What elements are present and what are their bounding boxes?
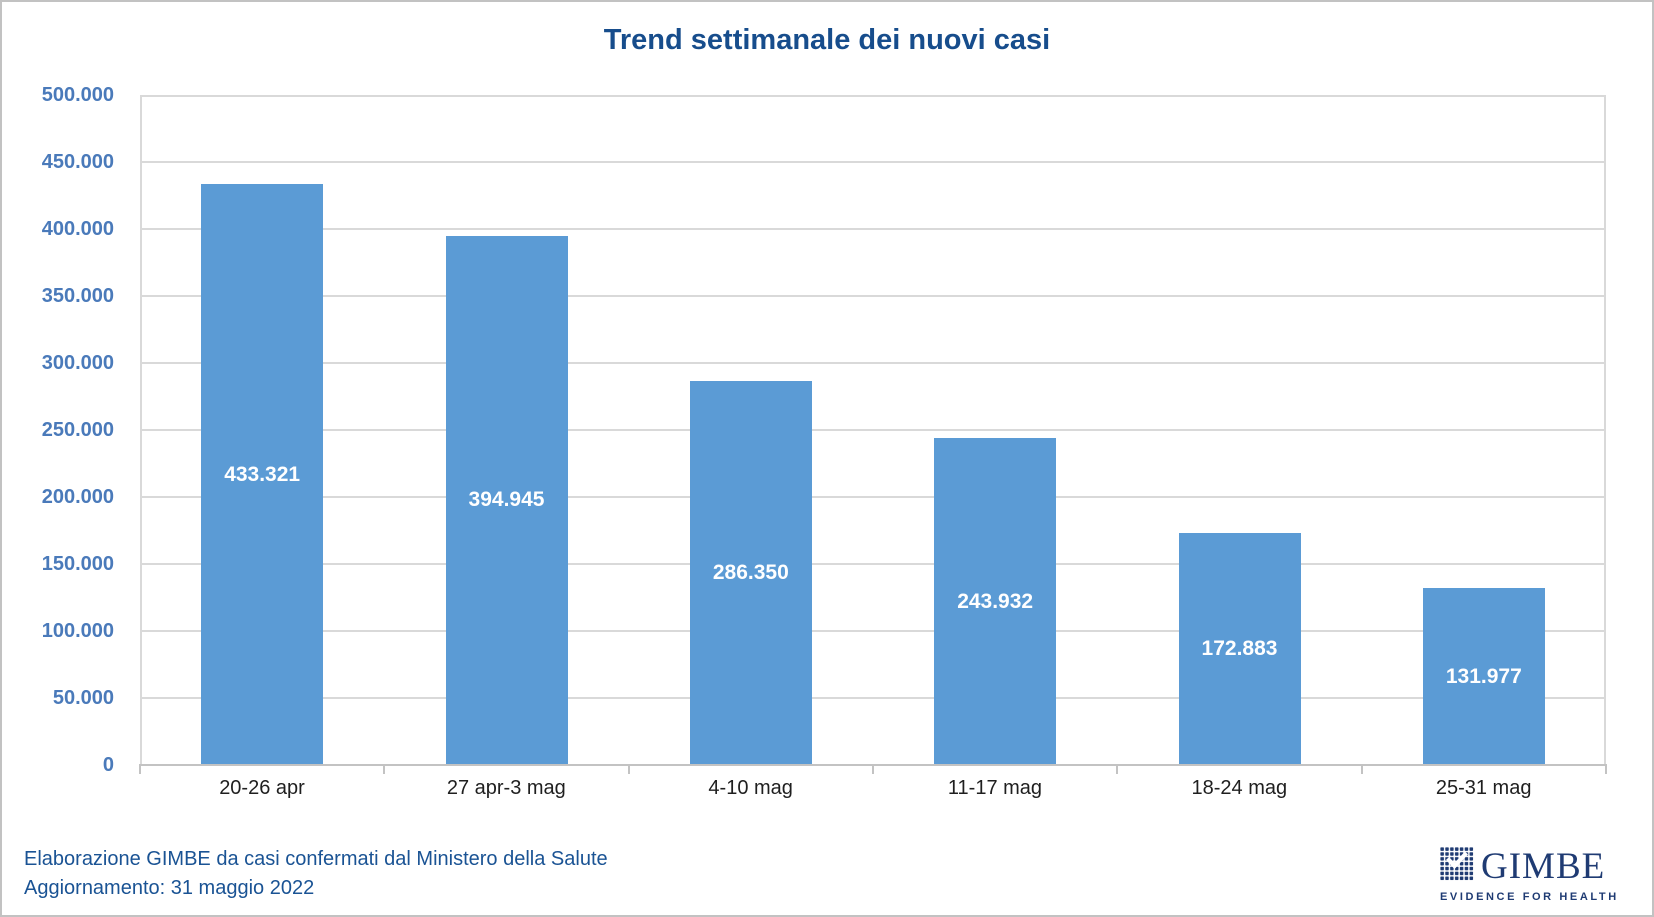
y-axis-tick-label: 450.000 xyxy=(41,151,114,173)
y-axis-tick-label: 0 xyxy=(102,754,114,776)
gimbe-tagline: EVIDENCE FOR HEALTH xyxy=(1440,891,1619,903)
y-axis-tick-label: 250.000 xyxy=(41,419,114,441)
gimbe-logo: GIMBE EVIDENCE FOR HEALTH xyxy=(1440,847,1616,903)
footer-source-line: Elaborazione GIMBE da casi confermati da… xyxy=(24,848,608,870)
y-axis-tick-label: 200.000 xyxy=(41,486,114,508)
bar-value-label: 394.945 xyxy=(468,488,545,512)
x-axis-line xyxy=(139,764,1607,766)
x-axis-category-label: 11-17 mag xyxy=(947,777,1043,799)
y-axis-tick-label: 500.000 xyxy=(41,84,114,106)
x-axis-tick xyxy=(1116,766,1119,774)
x-axis-category-label: 4-10 mag xyxy=(708,777,793,799)
gridline xyxy=(140,697,1606,699)
x-axis-category-label: 25-31 mag xyxy=(1435,777,1532,799)
bar-27-apr-3-mag: 394.945 xyxy=(445,235,568,765)
x-axis-category-label: 18-24 mag xyxy=(1191,777,1288,799)
footer-update-line: Aggiornamento: 31 maggio 2022 xyxy=(24,877,315,899)
bar-value-label: 286.350 xyxy=(712,561,789,585)
y-axis-tick-label: 150.000 xyxy=(41,553,114,575)
bar-value-label: 243.932 xyxy=(957,589,1034,613)
bar-25-31-mag: 131.977 xyxy=(1422,588,1545,765)
gridline xyxy=(140,228,1606,230)
gimbe-dot-matrix-check-icon xyxy=(1440,847,1474,886)
y-axis-tick-label: 400.000 xyxy=(41,218,114,240)
gimbe-logo-top-row: GIMBE xyxy=(1440,847,1616,886)
y-axis-tick-label: 50.000 xyxy=(52,687,114,709)
gridline xyxy=(140,362,1606,364)
bar-20-26-apr: 433.321 xyxy=(201,184,324,765)
x-axis-tick xyxy=(627,766,630,774)
y-axis-tick-label: 300.000 xyxy=(41,352,114,374)
x-axis-tick xyxy=(872,766,874,774)
gridline xyxy=(140,295,1606,297)
x-axis-tick xyxy=(383,766,386,774)
bar-11-17-mag: 243.932 xyxy=(934,438,1057,765)
gridline xyxy=(140,429,1606,431)
gimbe-wordmark: GIMBE xyxy=(1481,845,1606,887)
y-axis-tick-label: 100.000 xyxy=(41,620,114,642)
gridline xyxy=(140,161,1606,163)
x-axis-category-label: 20-26 apr xyxy=(219,777,305,799)
x-axis-tick xyxy=(139,766,141,774)
bar-value-label: 172.883 xyxy=(1201,637,1278,661)
bar-value-label: 433.321 xyxy=(224,462,301,486)
bar-4-10-mag: 286.350 xyxy=(689,381,812,765)
x-axis-tick xyxy=(1605,766,1607,774)
gridline xyxy=(140,563,1606,565)
footer-note: Elaborazione GIMBE da casi confermati da… xyxy=(24,845,608,903)
y-axis-tick-label: 350.000 xyxy=(41,285,114,307)
x-axis-category-label: 27 apr-3 mag xyxy=(446,777,566,799)
gridline xyxy=(140,496,1606,498)
x-axis-tick xyxy=(1360,766,1363,774)
bar-value-label: 131.977 xyxy=(1445,664,1522,688)
bar-18-24-mag: 172.883 xyxy=(1178,533,1301,765)
chart-title: Trend settimanale dei nuovi casi xyxy=(603,24,1051,56)
gridline xyxy=(140,630,1606,632)
